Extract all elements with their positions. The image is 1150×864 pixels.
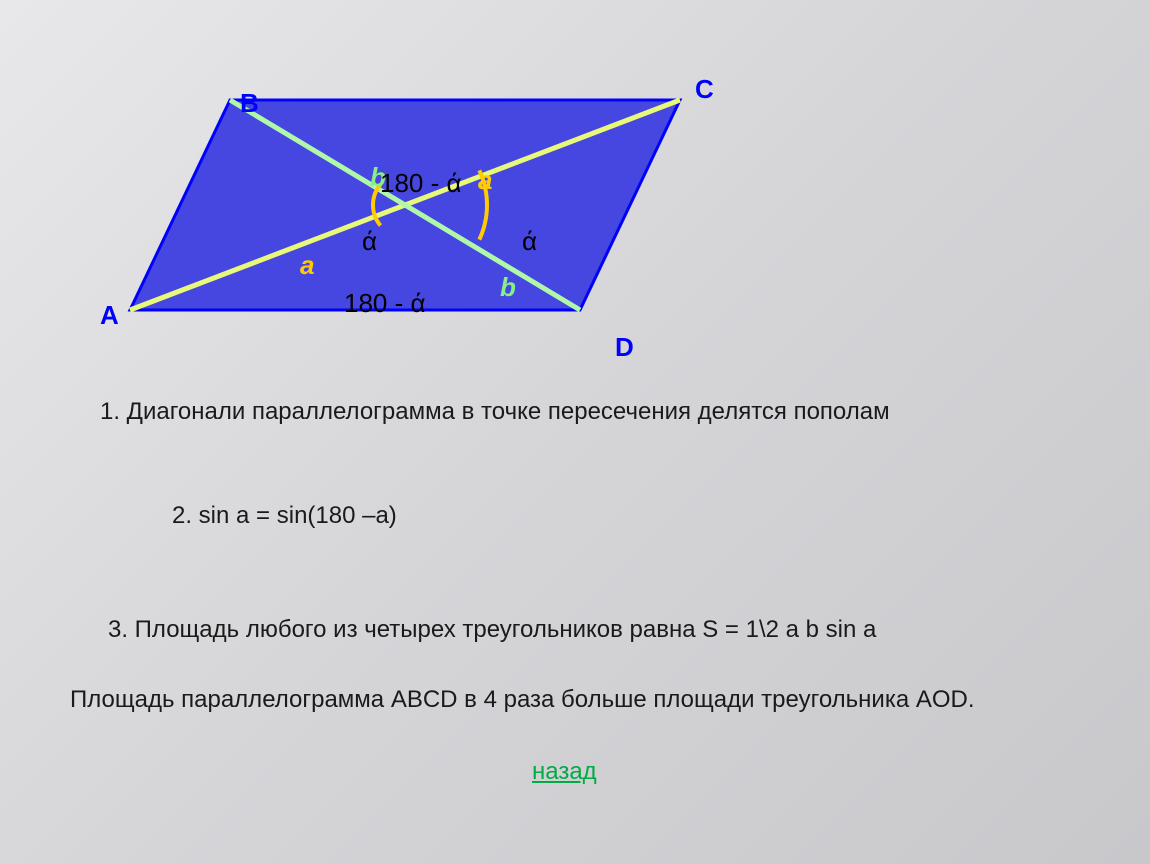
back-link[interactable]: назад (532, 758, 597, 786)
parallelogram-diagram: A B C D a b a b 180 - ά ά ά 180 - ά (60, 40, 760, 360)
angle-label-bottom: 180 - ά (344, 288, 426, 319)
vertex-label-c: C (695, 74, 714, 105)
diagonal-label-a: a (300, 250, 314, 281)
angle-label-top: 180 - ά (380, 168, 462, 199)
theorem-text-4: Площадь параллелограмма ABCD в 4 раза бо… (70, 686, 975, 714)
diagonal-half-label-b: b (500, 272, 516, 303)
theorem-text-2: 2. sin a = sin(180 –a) (172, 502, 397, 530)
angle-label-left: ά (362, 226, 377, 257)
vertex-label-b: B (240, 88, 259, 119)
theorem-text-3: 3. Площадь любого из четырех треугольник… (108, 616, 876, 644)
angle-label-right: ά (522, 226, 537, 257)
diagram-svg (60, 40, 760, 380)
theorem-text-1: 1. Диагонали параллелограмма в точке пер… (100, 398, 890, 426)
vertex-label-d: D (615, 332, 634, 363)
diagonal-half-label-a: a (478, 165, 492, 196)
vertex-label-a: A (100, 300, 119, 331)
